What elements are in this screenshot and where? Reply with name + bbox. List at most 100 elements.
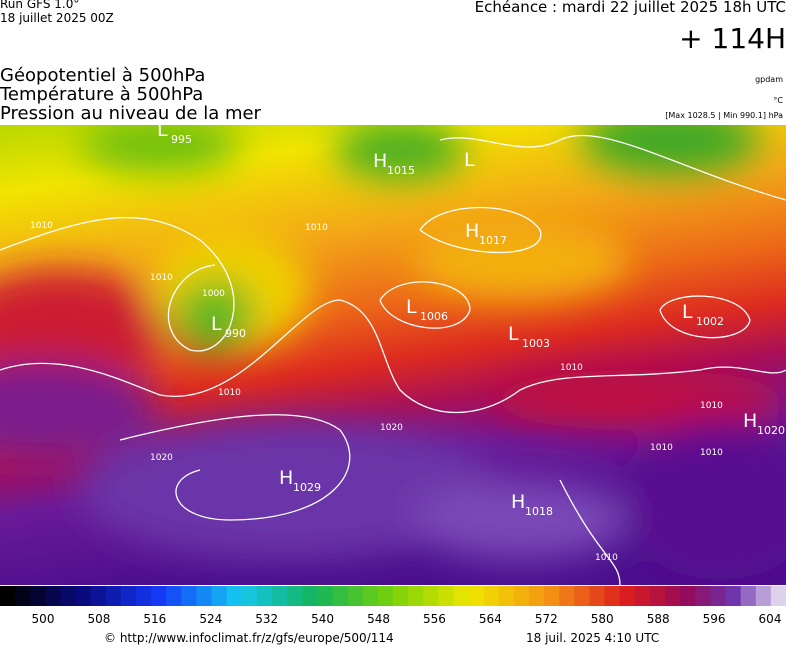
colorbar-tick-label: 548 [367,612,390,626]
colorbar-swatch [377,586,394,606]
colorbar-tick-label: 556 [423,612,446,626]
colorbar-swatch [347,586,364,606]
colorbar-swatch [680,586,696,606]
colorbar-swatch [710,586,727,606]
colorbar-swatch [453,586,470,606]
colorbar-tick-label: 524 [199,612,222,626]
pressure-center-letter: H [279,467,293,489]
isobar-label: 1000 [202,289,225,299]
colorbar-swatch [136,586,152,606]
pressure-center-value: 1017 [479,234,507,247]
colorbar-swatch [634,586,651,606]
isobar-label: 1010 [150,273,173,283]
pressure-center-value: 990 [225,327,246,340]
lead-time: + 114H [679,22,786,55]
colorbar-swatch [75,586,92,606]
colorbar-swatch [287,586,303,606]
colorbar-swatch [30,586,46,606]
isobar-label: 1010 [650,443,673,453]
pressure-center-letter: L [157,119,168,141]
pressure-center-value: 995 [171,133,192,146]
colorbar-swatch [498,586,515,606]
colorbar-swatch [423,586,439,606]
colorbar-swatch [544,586,560,606]
colorbar-swatch [120,586,137,606]
colorbar-tick-label: 604 [759,612,782,626]
colorbar-swatch [559,586,575,606]
pressure-center-value: 1003 [522,337,550,350]
isobar-label: 1020 [150,453,173,463]
unit: °C [773,96,783,105]
colorbar-swatch [604,586,621,606]
colorbar-tick-label: 500 [32,612,55,626]
colorbar-swatch [0,586,16,606]
colorbar-swatch [211,586,228,606]
colorbar [0,586,786,606]
isobar-label: 1020 [380,423,403,433]
colorbar-swatch [619,586,636,606]
colorbar-tick-label: 532 [255,612,278,626]
colorbar-swatch [151,586,167,606]
colorbar-swatch [574,586,590,606]
colorbar-swatch [725,586,742,606]
colorbar-swatch [15,586,31,606]
colorbar-swatch [90,586,107,606]
colorbar-swatch [302,586,318,606]
colorbar-tick-label: 540 [311,612,334,626]
colorbar-swatch [332,586,349,606]
colorbar-tick-label: 516 [143,612,166,626]
valid-time: Echéance : mardi 22 juillet 2025 18h UTC [475,0,786,16]
pressure-center-letter: L [682,301,693,323]
pressure-center-value: 1015 [387,164,415,177]
isobar-label: 1010 [560,363,583,373]
colorbar-swatch [529,586,545,606]
isobar-label: 1010 [305,223,328,233]
pressure-center-letter: L [508,323,519,345]
pressure-center-value: 1002 [696,315,724,328]
colorbar-swatch [241,586,258,606]
title: Pression au niveau de la mer [0,103,262,124]
colorbar-swatch [181,586,197,606]
colorbar-swatch [45,586,61,606]
colorbar-tick-label: 572 [535,612,558,626]
isobar-label: 1010 [700,448,723,458]
timestamp: 18 juil. 2025 4:10 UTC [526,631,659,645]
title: Température à 500hPa [0,84,203,105]
model: Run GFS 1.0° [0,0,79,11]
colorbar-swatch [362,586,379,606]
colorbar-swatch [256,586,273,606]
pressure-center-value: 1029 [293,481,321,494]
colorbar-swatch [665,586,681,606]
title: Géopotentiel à 500hPa [0,65,205,86]
colorbar-swatch [483,586,500,606]
colorbar-swatch [60,586,77,606]
colorbar-swatch [513,586,530,606]
colorbar-swatch [649,586,666,606]
pressure-center-letter: L [464,149,475,171]
run-date: 18 juillet 2025 00Z [0,11,114,25]
unit: gpdam [755,75,783,84]
colorbar-swatch [196,586,213,606]
pressure-center-letter: H [465,220,479,242]
colorbar-swatch [695,586,711,606]
pressure-center-letter: H [373,150,387,172]
colorbar-swatch [105,586,122,606]
pressure-center-value: 1006 [420,310,448,323]
colorbar-swatch [408,586,424,606]
colorbar-tick-label: 596 [703,612,726,626]
colorbar-tick-label: 580 [591,612,614,626]
colorbar-swatch [317,586,334,606]
pressure-center-letter: L [211,313,222,335]
colorbar-swatch [740,586,757,606]
colorbar-tick-label: 508 [87,612,110,626]
map [0,125,786,585]
colorbar-swatch [755,586,772,606]
isobar-label: 1010 [700,401,723,411]
isobar-label: 1010 [218,388,241,398]
pressure-center-value: 1018 [525,505,553,518]
pressure-center-letter: H [743,410,757,432]
colorbar-tick-label: 564 [479,612,502,626]
colorbar-swatch [272,586,288,606]
isobar-label: 1010 [595,553,618,563]
